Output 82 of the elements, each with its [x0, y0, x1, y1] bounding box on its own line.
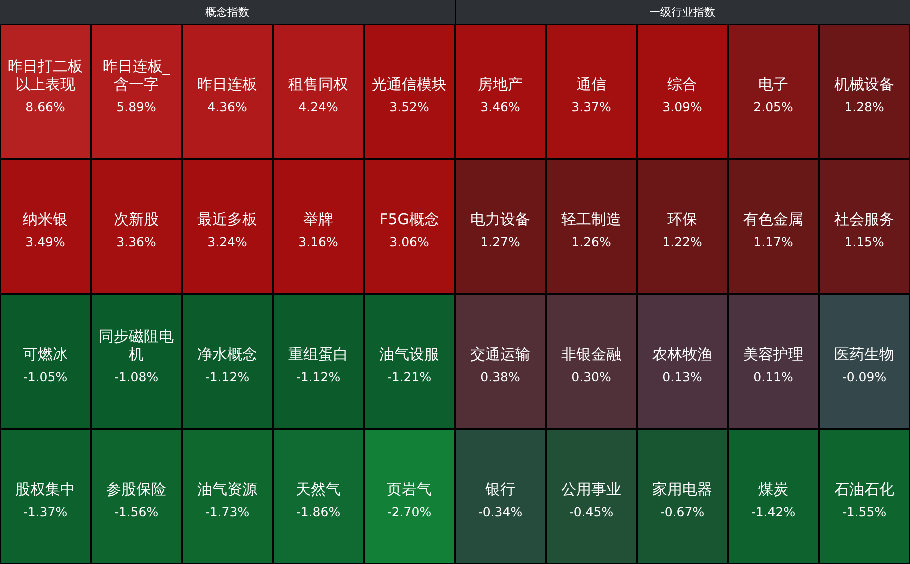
category-label: 电子: [758, 76, 788, 94]
category-label: 最近多板: [198, 210, 258, 228]
category-label: 昨日连板_含一字: [102, 58, 171, 94]
data-label: -0.09%: [842, 370, 887, 384]
category-label: 昨日打二板以上表现: [8, 58, 83, 94]
category-label: 天然气: [296, 480, 341, 498]
data-label: -0.34%: [478, 504, 523, 520]
data-label: 2.05%: [754, 100, 794, 114]
category-label: 煤炭: [758, 480, 788, 498]
data-label: 1.22%: [662, 234, 702, 250]
data-label: -1.12%: [205, 370, 250, 384]
category-label: 股权集中: [16, 480, 76, 498]
category-label: 轻工制造: [562, 210, 622, 228]
category-label: 机械设备: [834, 76, 894, 94]
category-label: 社会服务: [834, 210, 894, 228]
category-label: 页岩气: [387, 480, 432, 498]
data-label: 3.52%: [390, 100, 430, 114]
category-label: 交通运输: [470, 346, 530, 364]
category-label: 光通信模块: [372, 76, 447, 94]
data-label: 4.24%: [298, 100, 338, 114]
data-label: 3.16%: [298, 234, 338, 250]
data-label: 1.15%: [844, 234, 884, 250]
category-label: 油气设服: [380, 346, 440, 364]
data-label: 0.30%: [572, 370, 612, 384]
category-label: 重组蛋白: [288, 346, 348, 364]
data-label: 3.06%: [390, 234, 430, 250]
category-label: 非银金融: [562, 346, 622, 364]
data-label: -2.70%: [387, 504, 432, 520]
data-label: -1.73%: [205, 504, 250, 520]
data-label: -1.12%: [296, 370, 341, 384]
category-label: 房地产: [478, 76, 523, 94]
category-label: 净水概念: [198, 346, 258, 364]
data-label: 1.17%: [754, 234, 794, 250]
data-label: -0.45%: [569, 504, 614, 520]
data-label: -1.56%: [114, 504, 159, 520]
category-label: 美容护理: [744, 346, 804, 364]
category-label: 通信: [576, 76, 606, 94]
category-label: 昨日连板: [198, 76, 258, 94]
data-label: 3.46%: [480, 100, 520, 114]
category-label: 银行: [484, 480, 516, 498]
data-label: 3.24%: [208, 234, 248, 250]
data-label: -1.55%: [842, 504, 887, 520]
category-label: 有色金属: [744, 210, 804, 228]
category-label: 医药生物: [834, 346, 894, 364]
data-label: 0.11%: [754, 370, 794, 384]
category-label: 油气资源: [198, 480, 258, 498]
category-label: 石油石化: [834, 480, 894, 498]
data-label: 8.66%: [26, 100, 66, 114]
data-label: 0.13%: [662, 370, 702, 384]
category-label: 家用电器: [652, 480, 712, 498]
data-label: 3.09%: [662, 100, 702, 114]
data-label: 3.37%: [572, 100, 612, 114]
category-label: 纳米银: [23, 210, 68, 228]
data-label: 3.49%: [26, 234, 66, 250]
data-label: -1.05%: [23, 370, 68, 384]
category-label: F5G概念: [380, 210, 440, 228]
text: 概念指数: [206, 6, 250, 19]
data-label: -1.08%: [114, 370, 159, 384]
category-label: 举牌: [304, 210, 334, 228]
data-label: -0.67%: [660, 504, 705, 520]
category-label: 综合: [668, 76, 698, 94]
category-label: 次新股: [114, 210, 159, 228]
data-label: -1.86%: [296, 504, 341, 520]
data-label: 3.36%: [116, 234, 156, 250]
data-label: -1.42%: [751, 504, 796, 520]
data-label: 0.38%: [480, 370, 520, 384]
category-label: 电力设备: [470, 210, 530, 228]
data-label: -1.21%: [387, 370, 432, 384]
data-label: 1.28%: [844, 100, 884, 114]
category-label: 农林牧渔: [652, 346, 712, 364]
category-label: 同步磁阻电机: [99, 328, 174, 364]
category-label: 参股保险: [106, 480, 166, 498]
category-label: 租售同权: [288, 76, 348, 94]
data-label: 4.36%: [208, 100, 248, 114]
data-label: 1.27%: [480, 234, 520, 250]
data-label: 1.26%: [572, 234, 612, 250]
text: 一级行业指数: [650, 6, 716, 19]
category-label: 可燃冰: [23, 346, 68, 364]
category-label: 环保: [668, 210, 698, 228]
category-label: 公用事业: [562, 480, 622, 498]
data-label: -1.37%: [23, 504, 68, 520]
data-label: 5.89%: [116, 100, 156, 114]
